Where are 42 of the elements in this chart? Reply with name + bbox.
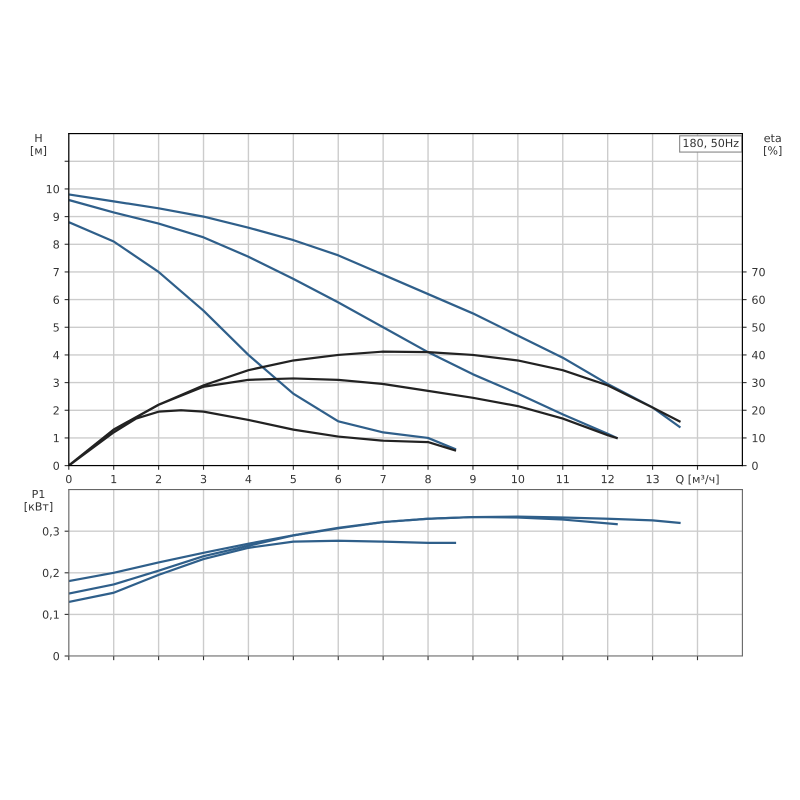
y-tick-label: 10	[46, 184, 60, 194]
y-tick-label: 7	[54, 268, 59, 276]
x-tick-label: 12	[602, 474, 614, 484]
x-tick-label: 5	[290, 474, 296, 484]
y2-axis-title: eta [%]	[764, 134, 782, 156]
x-tick-label: 9	[470, 474, 476, 484]
y2-tick-label: 60	[752, 296, 765, 304]
x-tick-label: 1	[111, 474, 116, 484]
annotation: 180, 50Hz	[684, 138, 739, 148]
x-tick-label: 6	[335, 474, 342, 484]
x-tick-label: 7	[380, 474, 386, 484]
y-tick-label: 9	[53, 212, 59, 221]
y2-tick-label: 70	[752, 268, 765, 276]
y-tick-label: 6	[53, 296, 60, 304]
y2-tick-label: 20	[752, 406, 765, 415]
y2-tick-label: 50	[752, 323, 765, 332]
y-tick-label: 8	[53, 240, 60, 249]
y-tick-label: 0,3	[42, 527, 59, 537]
y-tick-label: 2	[54, 406, 59, 414]
y-tick-label: 3	[54, 378, 59, 387]
y2-tick-label: 40	[752, 350, 765, 360]
y-tick-label: 0,1	[42, 610, 59, 620]
x-tick-label: 2	[156, 474, 162, 484]
y-tick-label: 0	[53, 462, 60, 470]
y-tick-label: 1	[54, 434, 59, 442]
y2-tick-label: 0	[752, 462, 758, 470]
x-tick-label: 4	[245, 474, 252, 484]
y-tick-label: 5	[54, 323, 59, 332]
y-axis-title: H [м]	[30, 134, 46, 156]
x-tick-label: 10	[512, 474, 524, 484]
y-axis-title: P1 [кВт]	[24, 490, 52, 512]
x-tick-label: 13	[646, 474, 659, 484]
y-tick-label: 4	[53, 351, 60, 360]
x-tick-label: 11	[556, 474, 569, 484]
x-tick-label: 0	[66, 474, 72, 484]
y-tick-label: 0,2	[42, 568, 59, 578]
y2-tick-label: 30	[752, 378, 765, 387]
x-tick-label: 3	[200, 474, 206, 484]
y-tick-label: 0	[53, 652, 60, 660]
y2-tick-label: 10	[752, 434, 765, 442]
x-tick-label: 8	[425, 474, 431, 484]
x-tick-label: Q [м³/ч]	[676, 474, 719, 485]
